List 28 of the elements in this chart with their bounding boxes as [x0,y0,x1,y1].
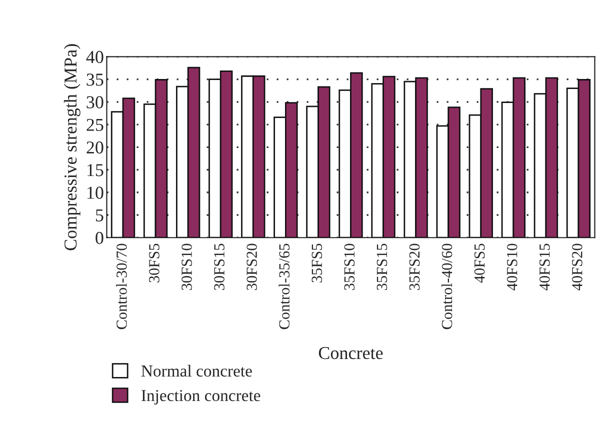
x-tick-label: 30FS10 [182,244,192,290]
legend-label: Normal concrete [141,364,252,377]
x-tick-label: 30FS15 [214,244,224,290]
y-tick-label: 5 [96,209,104,222]
y-axis-title: Compressive strength (MPa) [64,44,80,250]
y-tick-label: 20 [86,141,104,154]
x-tick-label: 40FS20 [572,244,582,290]
x-tick-label: 35FS20 [409,244,420,290]
x-tick-label: Control-35/65 [278,244,290,330]
x-tick-label: 40FS15 [539,244,550,290]
y-tick-label: 25 [86,118,104,131]
x-tick-label: 40FS5 [474,244,485,283]
x-tick-label: 30FS5 [149,244,160,282]
x-tick-label: 35FS15 [376,244,388,290]
y-tick-label: 40 [86,50,104,64]
x-axis-title: Concrete [318,346,383,360]
x-tick-label: 35FS10 [344,244,355,290]
y-tick-label: 10 [88,186,104,199]
legend-label: Injection concrete [142,390,260,405]
y-tick-label: 35 [86,74,104,86]
x-tick-label: Control-40/60 [441,244,452,330]
x-tick-label: 30FS20 [246,244,257,290]
x-tick-label: 40FS10 [506,244,518,290]
y-tick-label: 0 [96,232,104,244]
x-tick-label: 35FS5 [312,244,322,282]
x-tick-label: Control-30/70 [116,244,127,330]
y-tick-label: 30 [86,96,104,108]
y-tick-label: 15 [88,164,104,176]
